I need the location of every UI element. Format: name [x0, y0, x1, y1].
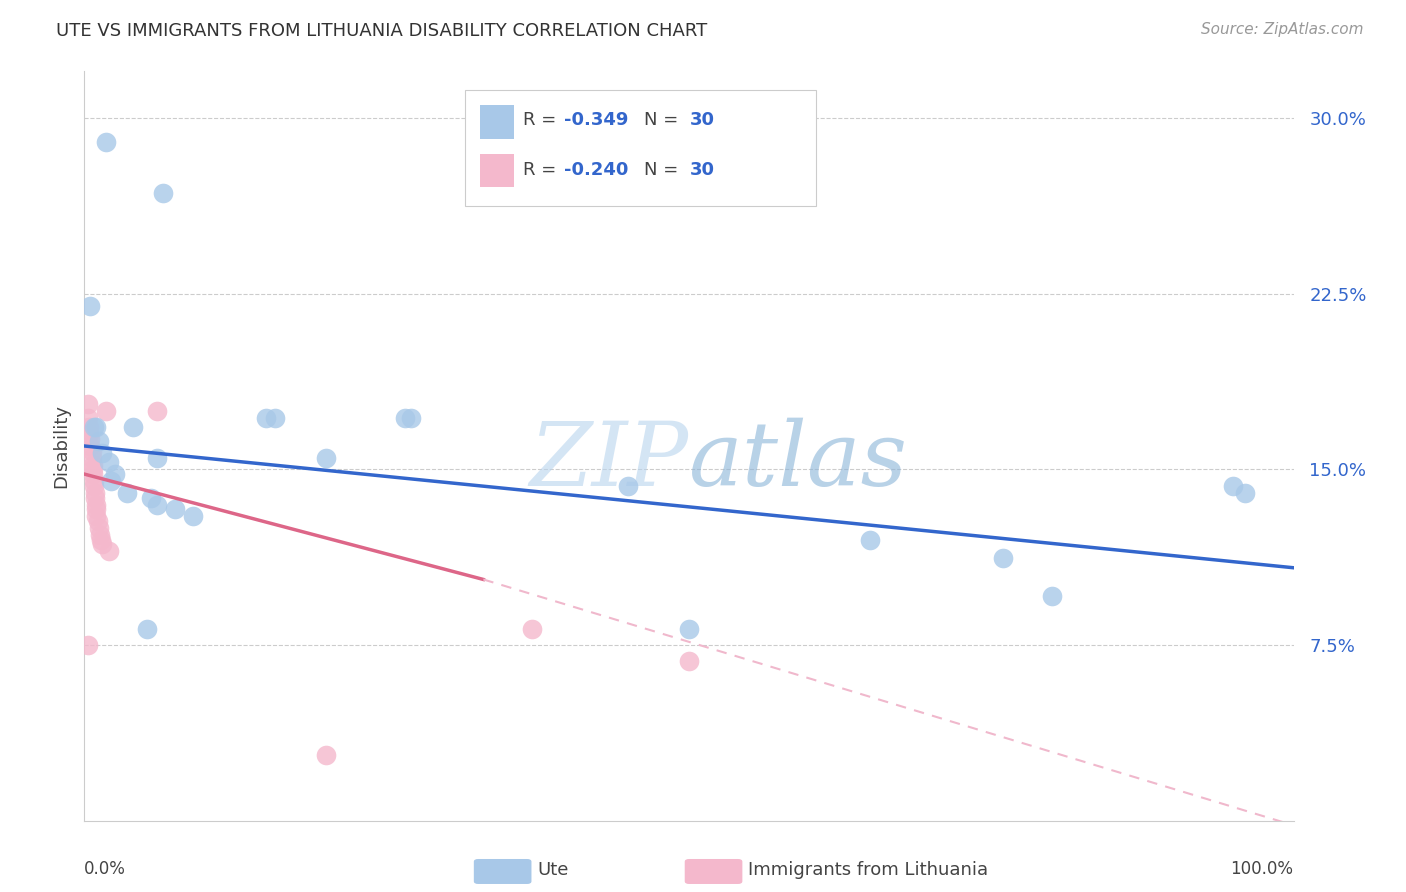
Point: [139, 491, 162, 505]
Text: 30: 30: [690, 161, 716, 179]
Point: [77, 420, 100, 434]
Point: [86, 502, 108, 516]
Point: [146, 404, 169, 418]
Point: [254, 411, 277, 425]
Point: [1040, 589, 1063, 603]
Point: [152, 186, 174, 200]
Point: [77, 638, 100, 652]
Point: [89, 528, 111, 542]
FancyBboxPatch shape: [479, 153, 513, 187]
Point: [993, 551, 1015, 566]
Point: [84, 485, 107, 500]
Y-axis label: Disability: Disability: [52, 404, 70, 488]
Point: [394, 411, 416, 425]
Text: R =: R =: [523, 161, 562, 179]
Point: [104, 467, 127, 482]
Point: [97, 544, 120, 558]
Point: [678, 655, 700, 669]
Point: [91, 446, 114, 460]
Point: [91, 537, 114, 551]
Point: [181, 509, 204, 524]
Text: -0.240: -0.240: [564, 161, 628, 179]
Point: [80, 450, 103, 465]
Text: Immigrants from Lithuania: Immigrants from Lithuania: [748, 861, 988, 879]
Text: N =: N =: [644, 161, 685, 179]
Point: [83, 420, 105, 434]
Point: [84, 491, 107, 505]
Point: [82, 467, 104, 482]
Text: Ute: Ute: [537, 861, 568, 879]
Text: 30: 30: [690, 112, 716, 129]
Point: [1234, 485, 1257, 500]
Point: [165, 502, 187, 516]
Point: [94, 135, 117, 149]
FancyBboxPatch shape: [465, 90, 815, 206]
Point: [97, 455, 120, 469]
Point: [82, 458, 104, 472]
Text: R =: R =: [523, 112, 562, 129]
Point: [678, 622, 700, 636]
Point: [86, 498, 108, 512]
Point: [86, 420, 108, 434]
Point: [87, 521, 110, 535]
Text: UTE VS IMMIGRANTS FROM LITHUANIA DISABILITY CORRELATION CHART: UTE VS IMMIGRANTS FROM LITHUANIA DISABIL…: [56, 22, 707, 40]
Point: [617, 479, 640, 493]
Point: [859, 533, 882, 547]
Point: [90, 533, 112, 547]
Point: [86, 514, 108, 528]
Point: [94, 404, 117, 418]
Text: atlas: atlas: [689, 417, 908, 504]
Text: -0.349: -0.349: [564, 112, 628, 129]
Point: [315, 450, 337, 465]
Text: ZIP: ZIP: [530, 417, 689, 504]
Point: [79, 439, 101, 453]
Text: N =: N =: [644, 112, 685, 129]
Point: [86, 509, 108, 524]
Point: [80, 443, 103, 458]
Point: [77, 411, 100, 425]
Point: [79, 298, 101, 313]
Point: [77, 397, 100, 411]
Text: 100.0%: 100.0%: [1230, 860, 1294, 878]
Point: [83, 474, 105, 488]
FancyBboxPatch shape: [479, 105, 513, 139]
Point: [87, 434, 110, 449]
Point: [77, 427, 100, 442]
Point: [79, 432, 101, 446]
Point: [399, 411, 422, 425]
Point: [146, 450, 169, 465]
Point: [100, 474, 122, 488]
Point: [264, 411, 287, 425]
Point: [146, 498, 169, 512]
Text: 0.0%: 0.0%: [84, 860, 127, 878]
Point: [1222, 479, 1244, 493]
Point: [520, 622, 543, 636]
Point: [121, 420, 143, 434]
Point: [136, 622, 159, 636]
Point: [315, 747, 337, 762]
Point: [115, 485, 138, 500]
Text: Source: ZipAtlas.com: Source: ZipAtlas.com: [1201, 22, 1364, 37]
Point: [82, 462, 104, 476]
Point: [83, 479, 105, 493]
